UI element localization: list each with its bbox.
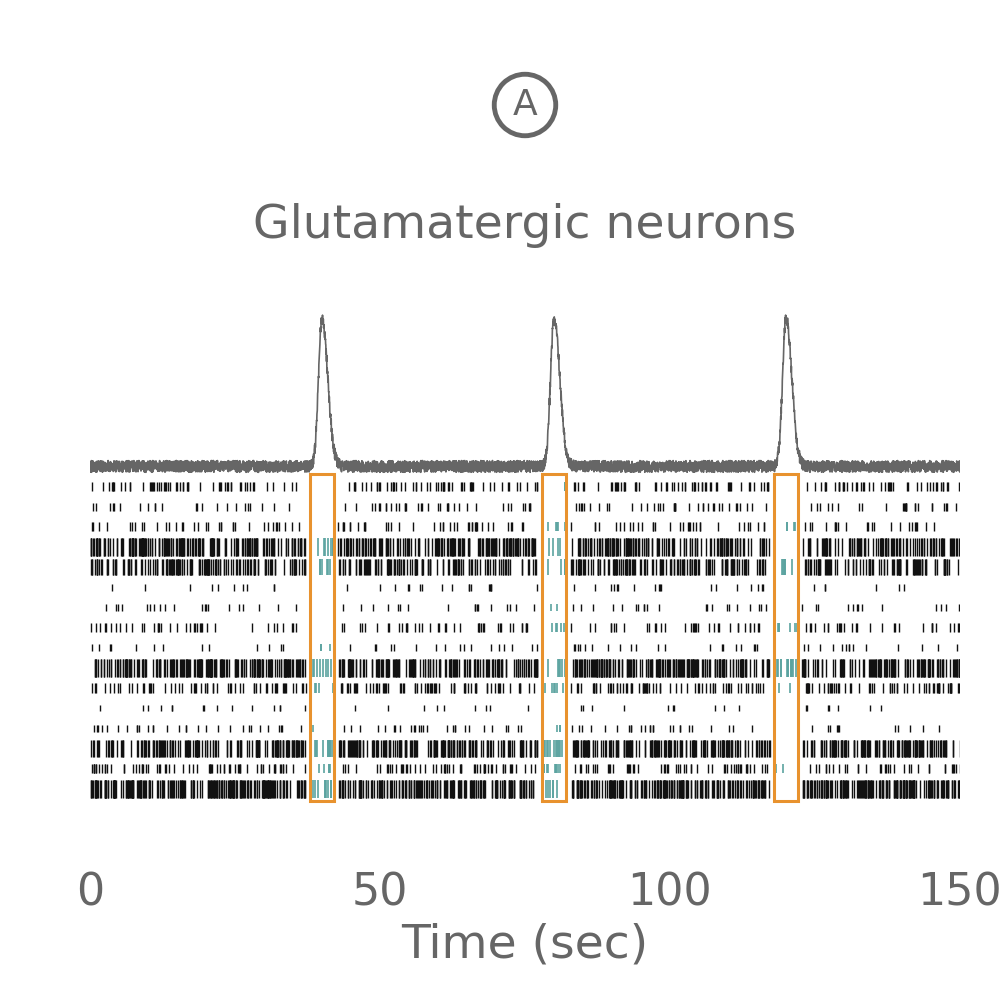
- Text: 0: 0: [76, 872, 104, 915]
- Text: Glutamatergic neurons: Glutamatergic neurons: [253, 202, 797, 247]
- Text: A: A: [513, 88, 537, 122]
- Bar: [542, 474, 566, 801]
- Bar: [774, 474, 798, 801]
- Text: 50: 50: [352, 872, 408, 915]
- Text: Time (sec): Time (sec): [401, 922, 649, 968]
- Text: 100: 100: [628, 872, 712, 915]
- Text: 150: 150: [918, 872, 1000, 915]
- Bar: [310, 474, 334, 801]
